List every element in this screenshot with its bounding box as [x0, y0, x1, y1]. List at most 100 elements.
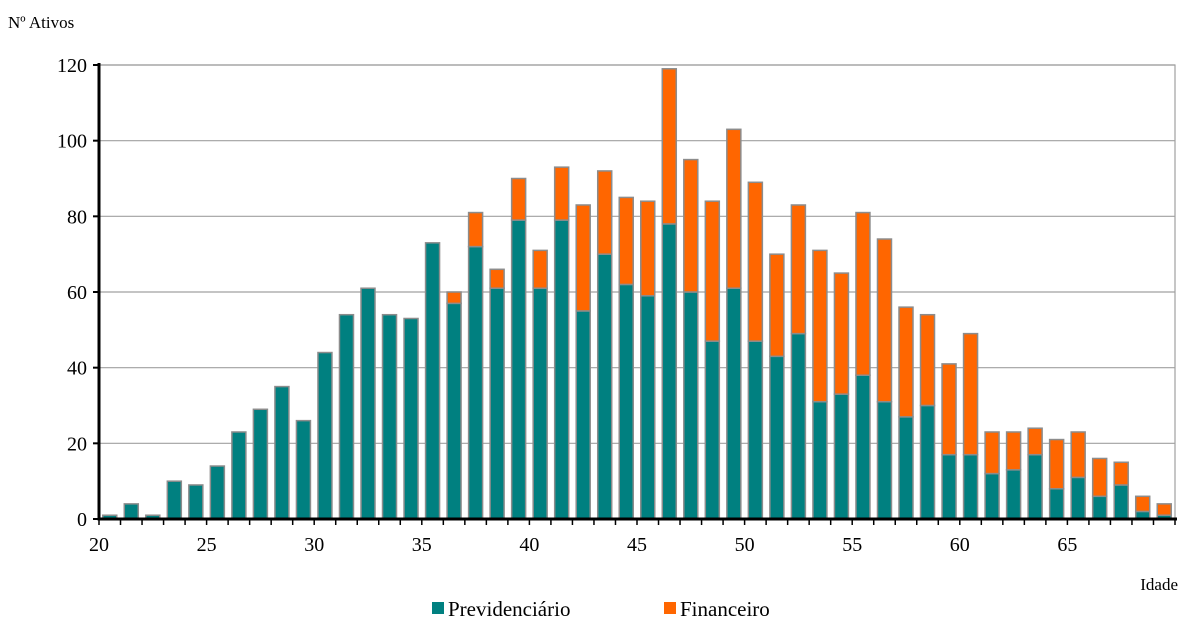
x-tick-label-65: 65: [1057, 534, 1077, 556]
bar-financeiro-44: [618, 196, 634, 286]
bar-previdenciario-48: [704, 340, 721, 520]
bar-previdenciario-51: [769, 355, 785, 520]
bar-previdenciario-36: [446, 302, 462, 520]
bar-previdenciario-67: [1113, 484, 1129, 520]
bar-previdenciario-38: [489, 287, 505, 520]
x-tick-label-25: 25: [197, 534, 217, 556]
bar-financeiro-40: [532, 249, 548, 289]
bar-previdenciario-54: [833, 393, 850, 520]
bar-financeiro-59: [941, 363, 957, 456]
legend-label-previdenciario: Previdenciário: [448, 597, 570, 621]
y-tick-label-120: 120: [57, 55, 87, 77]
x-tick-label-45: 45: [627, 534, 647, 556]
bar-previdenciario-63: [1027, 453, 1043, 520]
legend-label-financeiro: Financeiro: [680, 597, 770, 621]
x-tick-label-40: 40: [519, 534, 539, 556]
x-tick-label-60: 60: [950, 534, 970, 556]
bar-financeiro-68: [1134, 495, 1151, 513]
bar-financeiro-60: [962, 332, 979, 456]
bar-previdenciario-52: [790, 332, 807, 520]
bar-previdenciario-35: [424, 242, 441, 520]
bar-financeiro-38: [489, 268, 505, 289]
bar-financeiro-42: [575, 204, 591, 312]
x-tick-label-55: 55: [842, 534, 862, 556]
y-tick-label-0: 0: [77, 509, 87, 531]
bar-previdenciario-58: [919, 404, 936, 520]
bar-previdenciario-40: [532, 287, 548, 520]
y-tick-label-20: 20: [67, 433, 87, 455]
bar-previdenciario-55: [855, 374, 871, 520]
bar-previdenciario-61: [984, 472, 1000, 520]
bar-previdenciario-23: [166, 480, 183, 520]
bar-previdenciario-26: [231, 431, 247, 520]
bar-financeiro-48: [704, 200, 721, 342]
bar-financeiro-65: [1070, 431, 1086, 479]
bar-financeiro-50: [747, 181, 764, 342]
y-tick-label-60: 60: [67, 282, 87, 304]
bar-previdenciario-39: [510, 219, 527, 520]
bar-previdenciario-60: [962, 453, 979, 520]
bar-previdenciario-25: [209, 465, 226, 520]
y-tick-label-100: 100: [57, 131, 87, 153]
bar-previdenciario-66: [1091, 495, 1108, 520]
bar-financeiro-67: [1113, 461, 1129, 486]
bar-previdenciario-28: [274, 385, 290, 520]
bar-financeiro-37: [467, 211, 484, 248]
bar-previdenciario-42: [575, 310, 591, 520]
bar-financeiro-46: [661, 68, 678, 225]
bar-financeiro-64: [1048, 438, 1065, 490]
bar-previdenciario-45: [640, 295, 656, 520]
bar-previdenciario-46: [661, 223, 678, 520]
bar-previdenciario-27: [252, 408, 269, 520]
bar-previdenciario-29: [295, 419, 312, 520]
bar-financeiro-43: [596, 170, 613, 255]
y-tick-label-40: 40: [67, 358, 87, 380]
bar-financeiro-39: [510, 177, 527, 221]
bar-previdenciario-65: [1070, 476, 1086, 520]
bar-previdenciario-34: [403, 317, 419, 520]
bar-previdenciario-31: [338, 313, 355, 520]
bar-previdenciario-50: [747, 340, 764, 520]
y-axis-title: Nº Ativos: [8, 13, 74, 32]
bar-financeiro-61: [984, 431, 1000, 475]
legend-swatch-previdenciario: [432, 602, 444, 614]
bar-previdenciario-24: [188, 484, 204, 520]
bar-previdenciario-56: [876, 400, 893, 520]
bar-financeiro-36: [446, 291, 462, 305]
bar-financeiro-69: [1156, 503, 1172, 516]
bar-previdenciario-30: [317, 351, 333, 520]
bar-financeiro-58: [919, 313, 936, 407]
bar-financeiro-62: [1005, 431, 1022, 471]
bar-previdenciario-32: [360, 287, 376, 520]
bar-financeiro-45: [640, 200, 656, 297]
bar-previdenciario-33: [381, 313, 398, 520]
x-tick-label-50: 50: [735, 534, 755, 556]
bar-previdenciario-62: [1005, 469, 1022, 520]
x-tick-label-30: 30: [304, 534, 324, 556]
bar-previdenciario-21: [123, 503, 140, 520]
bar-financeiro-49: [726, 128, 742, 289]
bar-financeiro-52: [790, 204, 807, 335]
bar-financeiro-51: [769, 253, 785, 358]
bar-previdenciario-57: [898, 416, 914, 520]
bar-financeiro-66: [1091, 457, 1108, 498]
bar-previdenciario-49: [726, 287, 742, 520]
bar-previdenciario-37: [467, 245, 484, 520]
bar-previdenciario-53: [812, 400, 828, 520]
x-tick-label-35: 35: [412, 534, 432, 556]
legend-swatch-financeiro: [664, 602, 676, 614]
bar-previdenciario-41: [553, 219, 570, 520]
bar-previdenciario-44: [618, 283, 634, 520]
bar-financeiro-63: [1027, 427, 1043, 456]
bar-previdenciario-43: [596, 253, 613, 520]
bar-financeiro-56: [876, 238, 893, 403]
y-tick-label-80: 80: [67, 206, 87, 228]
bar-financeiro-47: [683, 158, 699, 293]
bar-previdenciario-64: [1048, 487, 1065, 520]
bar-previdenciario-47: [683, 291, 699, 520]
bar-financeiro-53: [812, 249, 828, 403]
bar-financeiro-41: [553, 166, 570, 221]
x-axis-title: Idade: [1140, 575, 1178, 594]
bar-financeiro-57: [898, 306, 914, 418]
